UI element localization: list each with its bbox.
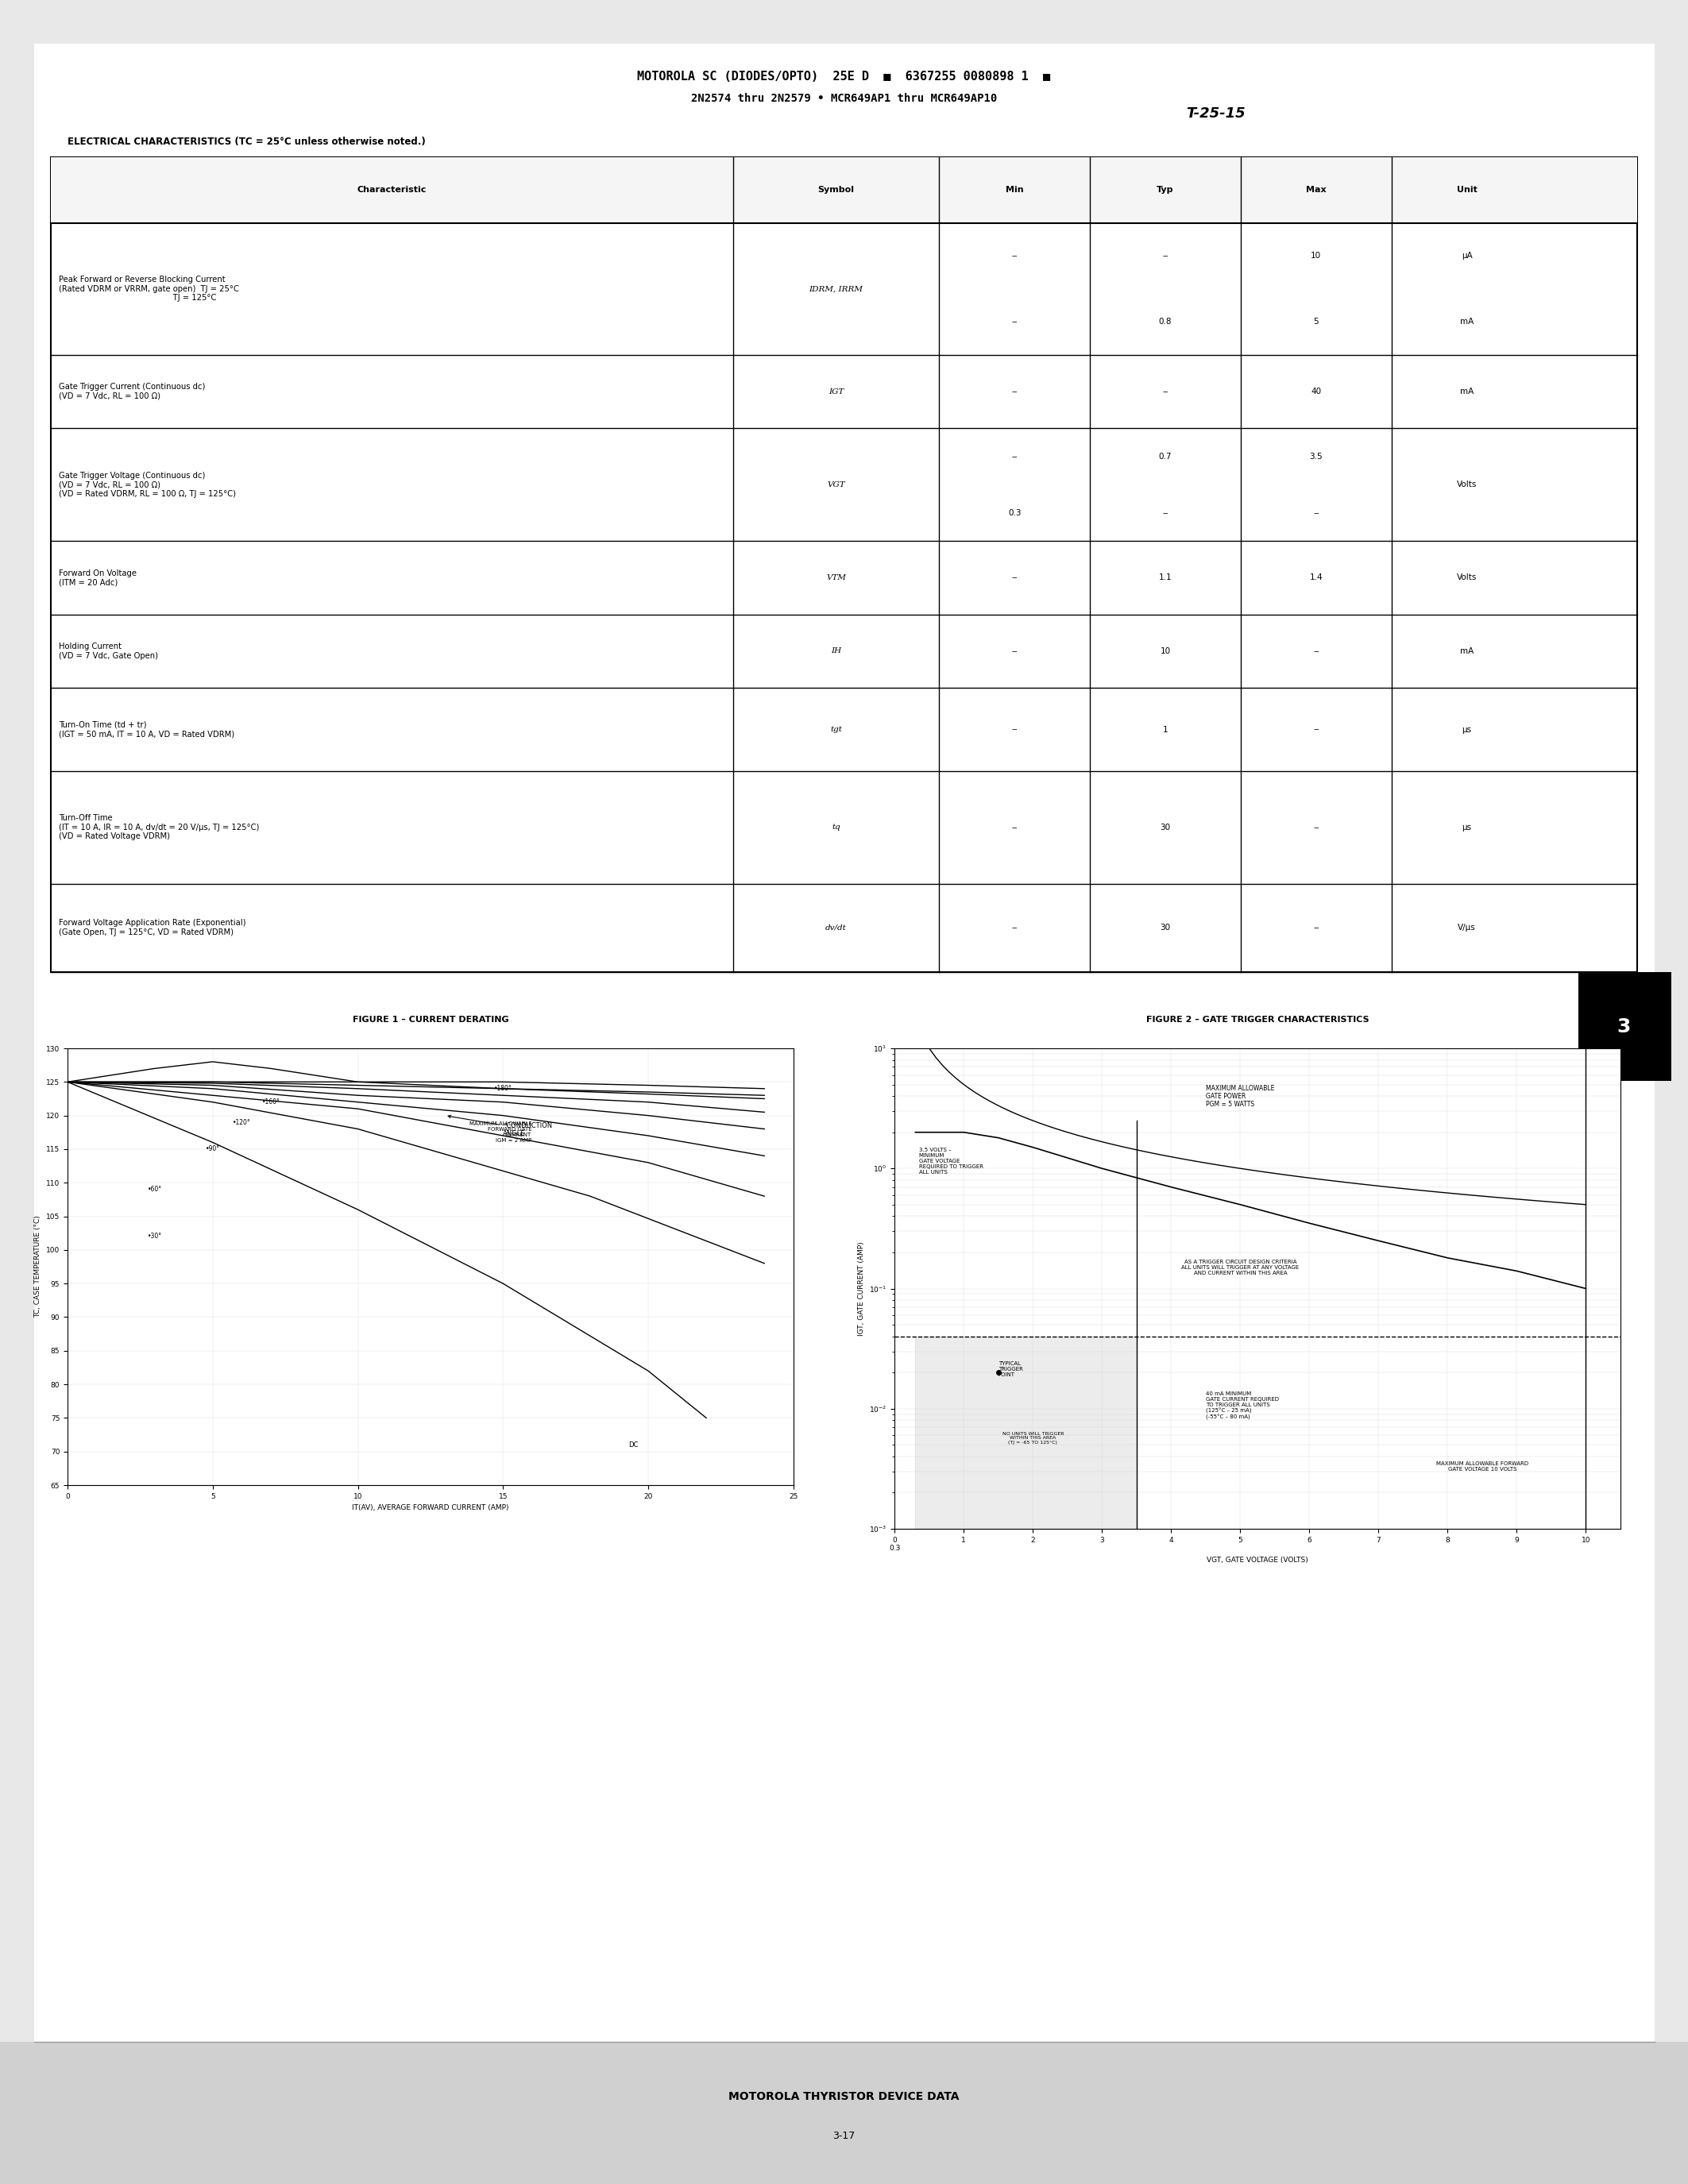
Text: 3.5 VOLTS –
MINIMUM
GATE VOLTAGE
REQUIRED TO TRIGGER
ALL UNITS: 3.5 VOLTS – MINIMUM GATE VOLTAGE REQUIRE… [918,1147,982,1175]
Text: Volts: Volts [1457,574,1477,581]
Text: --: -- [1313,646,1318,655]
Text: 0.3: 0.3 [1008,509,1021,518]
Text: Symbol: Symbol [817,186,854,194]
Text: --: -- [1313,509,1318,518]
Text: 0.7: 0.7 [1158,452,1171,461]
Text: Unit: Unit [1457,186,1477,194]
Text: 30: 30 [1160,924,1170,933]
Bar [0,2042,1688,2184]
Text: MAXIMUM ALLOWABLE FORWARD
GATE VOLTAGE 10 VOLTS: MAXIMUM ALLOWABLE FORWARD GATE VOLTAGE 1… [1436,1461,1528,1472]
Text: --: -- [1011,574,1018,581]
Text: --: -- [1163,389,1168,395]
Text: V/μs: V/μs [1458,924,1475,933]
Text: MOTOROLA SC (DIODES/OPTO)  25E D  ■  6367255 0080898 1  ■: MOTOROLA SC (DIODES/OPTO) 25E D ■ 636725… [638,70,1050,83]
Text: --: -- [1011,251,1018,260]
Y-axis label: IGT, GATE CURRENT (AMP): IGT, GATE CURRENT (AMP) [858,1241,864,1337]
Text: MAXIMUM ALLOWABLE
GATE POWER
PGM = 5 WATTS: MAXIMUM ALLOWABLE GATE POWER PGM = 5 WAT… [1205,1085,1274,1107]
Text: 1: 1 [1163,725,1168,734]
Y-axis label: TC, CASE TEMPERATURE (°C): TC, CASE TEMPERATURE (°C) [34,1216,42,1317]
Text: --: -- [1011,389,1018,395]
Text: Min: Min [1006,186,1023,194]
Text: mA: mA [1460,646,1474,655]
Text: mA: mA [1460,389,1474,395]
Text: TYPICAL
TRIGGER
POINT: TYPICAL TRIGGER POINT [998,1361,1023,1376]
Text: Forward On Voltage
(ITM = 20 Adc): Forward On Voltage (ITM = 20 Adc) [59,570,137,585]
Text: FIGURE 1 – CURRENT DERATING: FIGURE 1 – CURRENT DERATING [353,1016,508,1024]
Text: --: -- [1011,924,1018,933]
Text: 3: 3 [1617,1018,1631,1035]
Text: Peak Forward or Reverse Blocking Current
(Rated VDRM or VRRM, gate open)  TJ = 2: Peak Forward or Reverse Blocking Current… [59,275,240,301]
Text: 40 mA MINIMUM
GATE CURRENT REQUIRED
TO TRIGGER ALL UNITS
(125°C – 25 mA)
(-55°C : 40 mA MINIMUM GATE CURRENT REQUIRED TO T… [1205,1391,1280,1420]
Text: Holding Current
(VD = 7 Vdc, Gate Open): Holding Current (VD = 7 Vdc, Gate Open) [59,642,159,660]
Text: DC: DC [628,1441,638,1448]
Text: --: -- [1313,924,1318,933]
Text: •30°: •30° [147,1234,162,1241]
Text: 2N2574 thru 2N2579 • MCR649AP1 thru MCR649AP10: 2N2574 thru 2N2579 • MCR649AP1 thru MCR6… [690,92,998,105]
Text: NO UNITS WILL TRIGGER
WITHIN THIS AREA
(TJ = -65 TO 125°C): NO UNITS WILL TRIGGER WITHIN THIS AREA (… [1003,1433,1063,1446]
Text: 0.8: 0.8 [1158,319,1171,325]
Text: •60°: •60° [147,1186,162,1192]
Text: IDRM, IRRM: IDRM, IRRM [809,286,863,293]
Text: 1.4: 1.4 [1310,574,1323,581]
Text: •120°: •120° [233,1118,252,1125]
Text: Gate Trigger Current (Continuous dc)
(VD = 7 Vdc, RL = 100 Ω): Gate Trigger Current (Continuous dc) (VD… [59,382,206,400]
Text: 5: 5 [1313,319,1318,325]
Text: 10: 10 [1312,251,1322,260]
Bar [51,157,1637,223]
Text: FIGURE 2 – GATE TRIGGER CHARACTERISTICS: FIGURE 2 – GATE TRIGGER CHARACTERISTICS [1146,1016,1369,1024]
Text: tgt: tgt [830,725,842,734]
Text: MAXIMUM ALLOWABLE
FORWARD GATE
CURRENT
IGM = 2 AMP: MAXIMUM ALLOWABLE FORWARD GATE CURRENT I… [469,1123,532,1142]
FancyBboxPatch shape [1578,972,1671,1081]
Text: Typ: Typ [1156,186,1173,194]
Text: ELECTRICAL CHARACTERISTICS (TC = 25°C unless otherwise noted.): ELECTRICAL CHARACTERISTICS (TC = 25°C un… [68,138,425,146]
Text: μs: μs [1462,725,1472,734]
Text: --: -- [1011,725,1018,734]
Text: 3-17: 3-17 [832,2132,856,2140]
Text: 1.1: 1.1 [1158,574,1171,581]
Text: --: -- [1011,452,1018,461]
Text: Turn-Off Time
(IT = 10 A, IR = 10 A, dv/dt = 20 V/μs, TJ = 125°C)
(VD = Rated Vo: Turn-Off Time (IT = 10 A, IR = 10 A, dv/… [59,815,260,841]
Text: tq: tq [832,823,841,832]
Text: 3.5: 3.5 [1310,452,1323,461]
Text: IH: IH [830,649,841,655]
Text: 30: 30 [1160,823,1170,832]
Text: --: -- [1163,251,1168,260]
Text: IGT: IGT [829,389,844,395]
Text: --: -- [1011,823,1018,832]
X-axis label: IT(AV), AVERAGE FORWARD CURRENT (AMP): IT(AV), AVERAGE FORWARD CURRENT (AMP) [353,1505,508,1511]
Text: 40: 40 [1312,389,1322,395]
Text: --: -- [1011,646,1018,655]
Text: VGT: VGT [827,480,846,489]
Text: mA: mA [1460,319,1474,325]
Text: VTM: VTM [825,574,846,581]
Polygon shape [915,1337,1136,1529]
Bar [51,157,1637,972]
FancyBboxPatch shape [34,44,1654,2097]
Text: MOTOROLA THYRISTOR DEVICE DATA: MOTOROLA THYRISTOR DEVICE DATA [729,2090,959,2103]
Text: Characteristic: Characteristic [358,186,427,194]
Text: Forward Voltage Application Rate (Exponential)
(Gate Open, TJ = 125°C, VD = Rate: Forward Voltage Application Rate (Expone… [59,919,246,937]
Text: •180°: •180° [495,1085,511,1092]
Text: Volts: Volts [1457,480,1477,489]
Text: --: -- [1313,725,1318,734]
Text: --: -- [1011,319,1018,325]
Text: --: -- [1313,823,1318,832]
X-axis label: VGT, GATE VOLTAGE (VOLTS): VGT, GATE VOLTAGE (VOLTS) [1207,1557,1308,1564]
Text: T-25-15: T-25-15 [1185,107,1246,120]
Text: •160°: •160° [262,1099,280,1105]
Text: dv/dt: dv/dt [825,924,847,930]
Text: Max: Max [1307,186,1327,194]
Text: *CONDUCTION
ANGLE: *CONDUCTION ANGLE [447,1116,552,1138]
Text: •90°: •90° [206,1147,219,1153]
Text: AS A TRIGGER CIRCUIT DESIGN CRITERIA
ALL UNITS WILL TRIGGER AT ANY VOLTAGE
AND C: AS A TRIGGER CIRCUIT DESIGN CRITERIA ALL… [1182,1260,1300,1275]
Text: Gate Trigger Voltage (Continuous dc)
(VD = 7 Vdc, RL = 100 Ω)
(VD = Rated VDRM, : Gate Trigger Voltage (Continuous dc) (VD… [59,472,236,498]
Text: μs: μs [1462,823,1472,832]
Text: Turn-On Time (td + tr)
(IGT = 50 mA, IT = 10 A, VD = Rated VDRM): Turn-On Time (td + tr) (IGT = 50 mA, IT … [59,721,235,738]
Text: 10: 10 [1160,646,1170,655]
Text: --: -- [1163,509,1168,518]
Text: μA: μA [1462,251,1472,260]
